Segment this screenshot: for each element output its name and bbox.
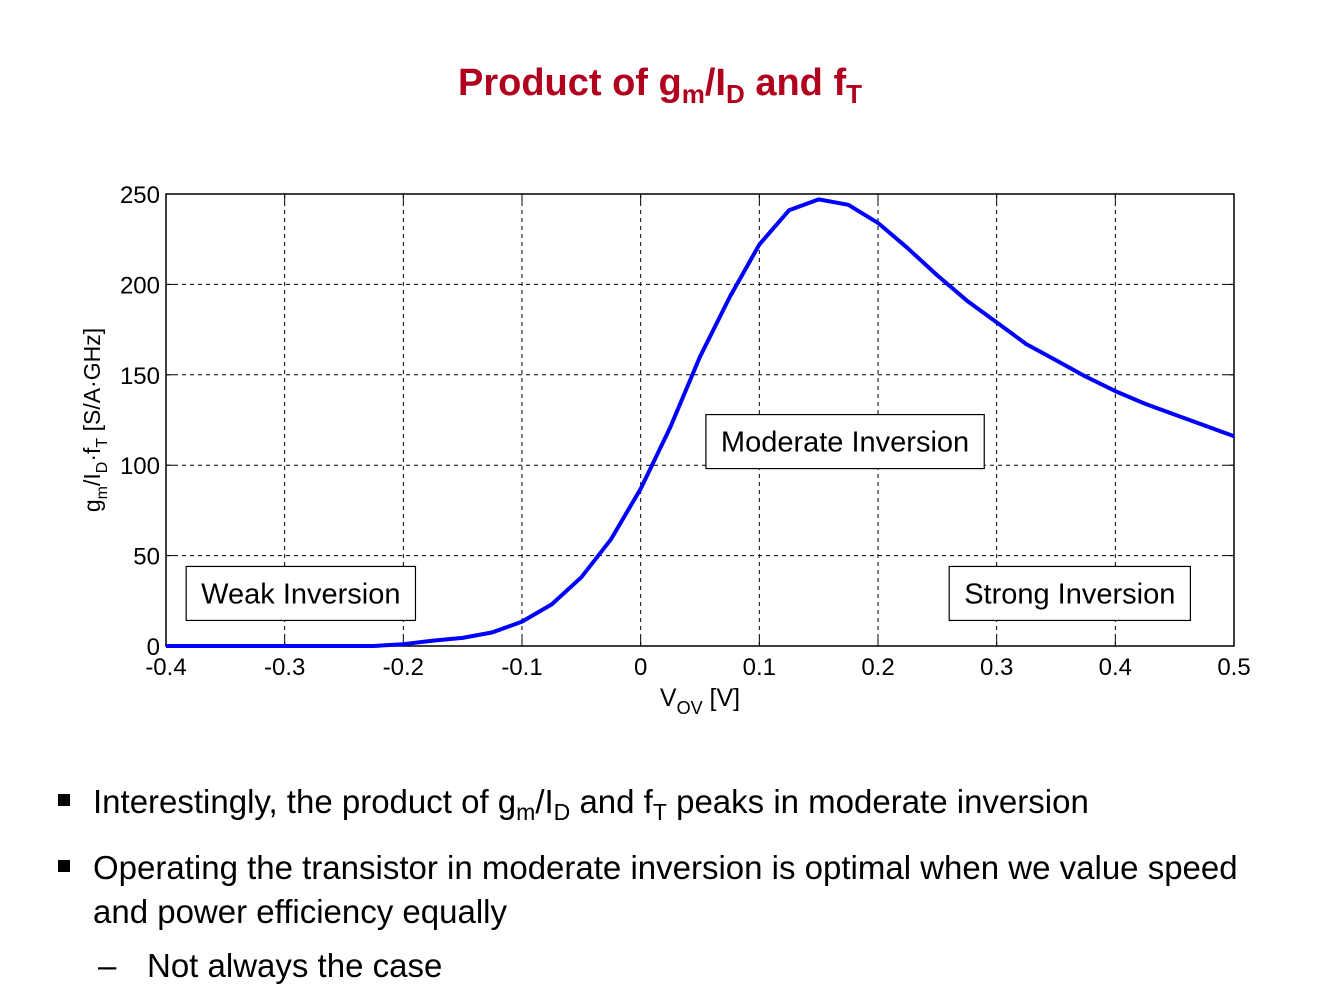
series-layer — [166, 197, 1235, 648]
sub-bullet-text: Not always the case — [147, 947, 443, 984]
y-axis-label: gm/ID·fT [S/A·GHz] — [79, 328, 111, 512]
x-tick-label: -0.4 — [145, 654, 186, 681]
annotation-frame — [948, 565, 1192, 622]
x-tick-label: 0.1 — [743, 654, 776, 681]
x-tick-label: 0 — [634, 654, 647, 681]
slide-title: Product of gm/ID and fT — [457, 62, 862, 109]
series-line — [166, 197, 1235, 648]
x-tick-label: 0.4 — [1099, 654, 1132, 681]
x-tick-label: -0.3 — [264, 654, 305, 681]
x-tick-label: -0.1 — [501, 654, 542, 681]
bullet-square-icon — [58, 794, 70, 806]
annotation-label: Strong Inversion — [964, 578, 1175, 610]
y-tick-label: 200 — [120, 272, 160, 299]
annotation-frame — [185, 565, 417, 622]
x-tick-label: 0.2 — [861, 654, 894, 681]
bullet-text: Interestingly, the product of gm/ID and … — [93, 783, 1089, 825]
gm-id-ft-chart: Weak Inversion Moderate Inversion Strong I… — [79, 182, 1251, 718]
plot-frame — [165, 193, 1235, 647]
annotation-frame — [705, 413, 985, 470]
y-tick-label: 150 — [120, 363, 160, 390]
annotation-box: Moderate Inversion — [705, 413, 985, 470]
y-tick-label: 50 — [133, 544, 160, 571]
y-tick-label: 250 — [120, 182, 160, 209]
annotation-box: Weak Inversion — [185, 565, 417, 622]
dash-marker: – — [98, 947, 117, 984]
bullet-item: Interestingly, the product of gm/ID and … — [58, 780, 1258, 830]
x-tick-label: 0.3 — [980, 654, 1013, 681]
annotation-layer: Weak Inversion Moderate Inversion Strong I… — [185, 413, 1192, 622]
y-tick-label: 100 — [120, 453, 160, 480]
x-tick-label: -0.2 — [383, 654, 424, 681]
bullet-item: Operating the transistor in moderate inv… — [58, 846, 1278, 936]
bullet-square-icon — [58, 860, 70, 872]
annotation-box: Strong Inversion — [948, 565, 1192, 622]
annotation-label: Moderate Inversion — [721, 427, 969, 459]
y-tick-label: 0 — [147, 634, 160, 661]
bullet-text: Operating the transistor in moderate inv… — [93, 849, 1238, 930]
y-tick-labels: 0 50 100 150 200 250 — [120, 182, 160, 661]
annotation-label: Weak Inversion — [201, 578, 400, 610]
x-axis-label: VOV [V] — [660, 684, 740, 718]
x-tick-label: 0.5 — [1217, 654, 1250, 681]
x-tick-labels: -0.4 -0.3 -0.2 -0.1 0 0.1 0.2 0.3 0.4 0.5 — [145, 654, 1250, 681]
